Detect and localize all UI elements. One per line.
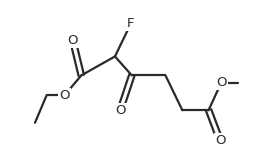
Text: O: O [216,76,227,89]
Text: F: F [127,17,134,30]
Text: O: O [215,134,225,147]
Text: O: O [59,89,70,102]
Text: O: O [115,104,125,117]
Text: O: O [68,34,78,47]
